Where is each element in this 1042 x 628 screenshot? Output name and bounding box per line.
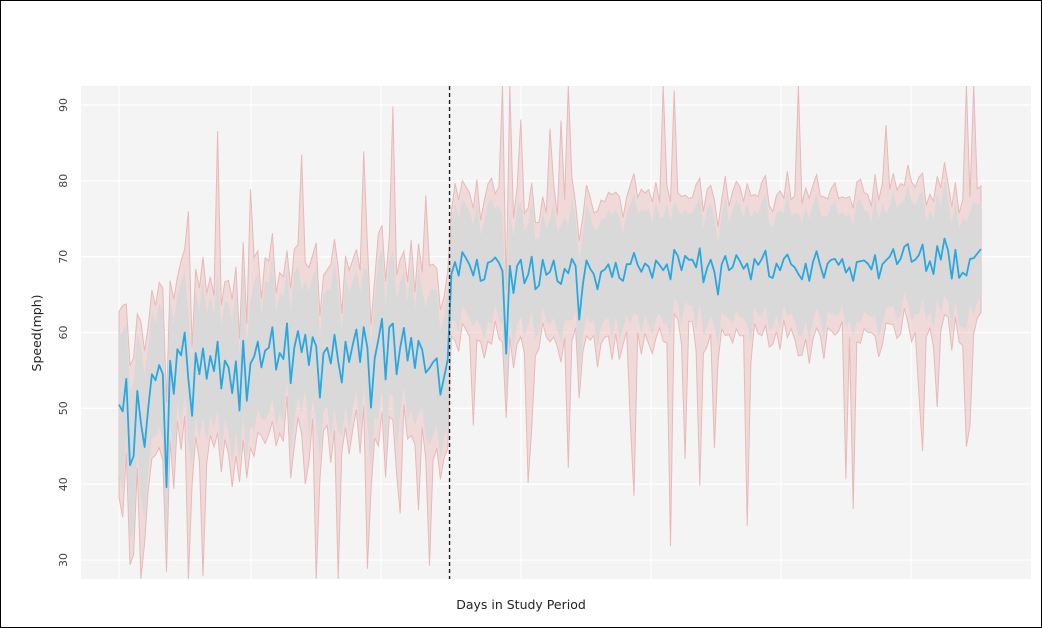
inner-range-band xyxy=(119,181,981,551)
mean-speed-line xyxy=(118,237,982,489)
x-axis-label: Days in Study Period xyxy=(456,597,586,612)
y-tick-label: 80 xyxy=(57,174,70,188)
y-axis-label: Speed(mph) xyxy=(29,295,44,372)
y-tick-label: 40 xyxy=(57,477,70,491)
y-tick-label: 50 xyxy=(57,401,70,415)
y-tick-label: 70 xyxy=(57,250,70,264)
y-tick-label: 30 xyxy=(57,553,70,567)
y-tick-labels: 30 40 50 60 70 80 90 xyxy=(57,98,70,567)
y-tick-label: 90 xyxy=(57,98,70,112)
range-band xyxy=(118,85,982,580)
mean-speed-line-group xyxy=(118,237,982,489)
y-tick-label: 60 xyxy=(57,326,70,340)
